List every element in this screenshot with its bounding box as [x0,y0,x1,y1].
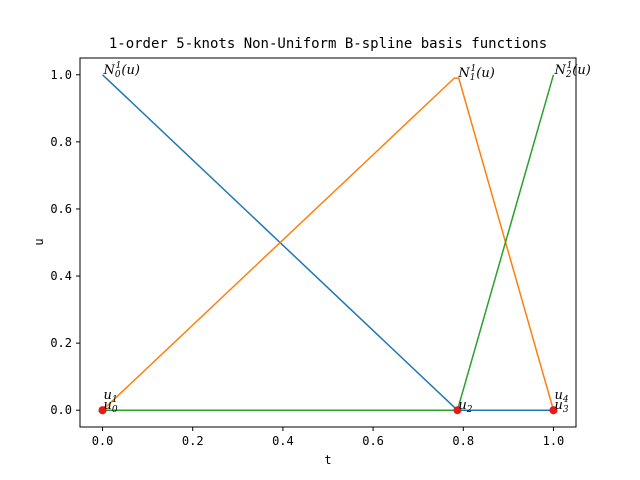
annotation-label: N21(u) [553,61,590,80]
annotation-base: u [104,398,112,413]
annotation-superscript: 1 [567,61,573,71]
y-axis-label: u [32,238,46,245]
annotation-label: u1 [104,388,118,405]
annotation-base: N [103,63,116,78]
annotation-label: u3 [554,398,568,415]
annotation-base: u [458,398,466,413]
y-tick-label: 1.0 [50,68,72,82]
annotation-subscript: 4 [562,395,569,405]
annotation-subscript: 0 [115,70,121,80]
series-line-2 [102,74,555,411]
plot-area [98,74,558,415]
x-tick-label: 0.2 [182,434,204,448]
annotation-subscript: 0 [112,405,118,415]
annotation-label: u0 [104,398,118,415]
annotation-tail: (u) [572,63,591,78]
y-tick-label: 0.0 [50,403,72,417]
annotation-subscript: 1 [470,73,476,83]
x-tick-label: 0.4 [272,434,294,448]
annotation-base: N [553,63,566,78]
annotation-label: N11(u) [457,64,494,83]
x-tick-label: 0.6 [362,434,384,448]
annotation-subscript: 2 [466,405,473,415]
annotation-tail: (u) [121,63,140,78]
annotation-tail: (u) [476,66,495,81]
x-tick-label: 1.0 [543,434,565,448]
y-tick-label: 0.4 [50,269,72,283]
annotation-subscript: 1 [112,395,118,405]
y-axis: 0.0 0.2 0.4 0.6 0.8 1.0 [50,68,80,417]
knot-marker [453,406,462,415]
annotation-label: N01(u) [103,61,140,80]
y-tick-label: 0.8 [50,135,72,149]
y-tick-label: 0.2 [50,336,72,350]
x-tick-label: 0.0 [92,434,114,448]
annotation-superscript: 1 [471,64,477,74]
knot-marker [549,406,558,415]
annotation-subscript: 3 [563,405,569,415]
knot-marker [98,406,107,415]
annotation-base: u [554,398,562,413]
annotation-base: u [104,388,112,403]
annotation-base: u [554,388,562,403]
annotation-base: N [457,66,470,81]
x-axis-label: t [324,453,331,467]
axes-frame [79,57,577,428]
annotation-label: u2 [458,398,472,415]
x-axis: 0.0 0.2 0.4 0.6 0.8 1.0 [92,427,565,448]
y-tick-label: 0.6 [50,202,72,216]
annotation-label: u4 [554,388,568,405]
chart-title: 1-order 5-knots Non-Uniform B-spline bas… [109,36,547,52]
annotation-subscript: 2 [565,70,572,80]
series-line-0 [102,74,554,411]
x-tick-label: 0.8 [452,434,474,448]
annotation-superscript: 1 [116,61,122,71]
series-line-1 [102,77,555,411]
